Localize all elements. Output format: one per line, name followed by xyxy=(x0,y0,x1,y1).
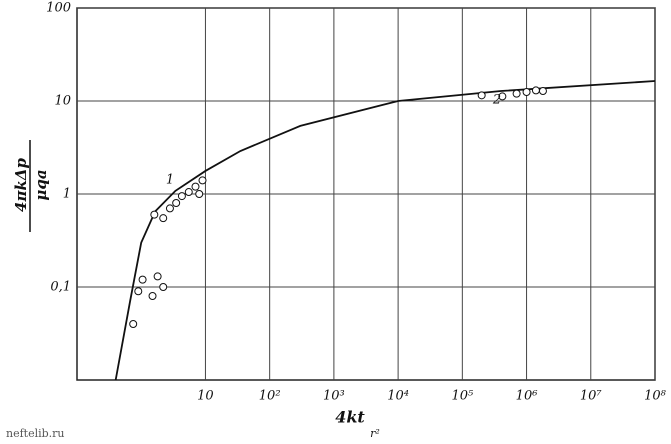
data-point xyxy=(531,86,540,95)
y-tick-label: 100 xyxy=(46,1,71,16)
x-label-denominator: r² xyxy=(370,427,380,440)
curve xyxy=(114,80,656,381)
x-tick-label: 10³ xyxy=(323,389,345,404)
data-point xyxy=(198,176,207,185)
data-point xyxy=(159,283,168,291)
data-point xyxy=(477,91,486,100)
y-tick-label: 0,1 xyxy=(50,280,71,295)
data-point xyxy=(150,210,159,219)
y-tick-label: 1 xyxy=(63,187,71,202)
watermark: neftelib.ru xyxy=(6,427,65,440)
x-tick-label: 10⁷ xyxy=(580,389,603,404)
data-point xyxy=(538,87,547,96)
data-point xyxy=(153,272,162,281)
data-point xyxy=(134,287,143,296)
x-tick-label: 10² xyxy=(259,389,281,404)
data-point xyxy=(159,214,168,223)
x-tick-label: 10⁸ xyxy=(644,389,667,404)
data-point xyxy=(129,320,138,329)
data-point xyxy=(191,182,200,191)
annotation: 1 xyxy=(166,173,174,188)
y-label-denominator: μqa xyxy=(32,169,50,200)
data-point xyxy=(522,87,531,96)
data-point xyxy=(177,192,186,201)
data-point xyxy=(148,292,157,301)
x-tick-label: 10⁴ xyxy=(387,389,409,404)
data-point xyxy=(165,204,174,213)
x-tick-label: 10⁶ xyxy=(516,389,538,404)
data-point xyxy=(498,92,507,101)
data-point xyxy=(195,190,204,198)
x-tick-label: 10⁵ xyxy=(451,389,474,404)
data-point xyxy=(138,275,147,284)
data-point xyxy=(172,199,181,208)
x-label: 4kt xyxy=(335,408,365,427)
y-tick-label: 10 xyxy=(54,94,71,109)
y-label: 4πkΔp xyxy=(12,158,30,212)
x-tick-label: 10 xyxy=(197,389,214,404)
data-point xyxy=(184,188,193,197)
data-point xyxy=(512,89,521,98)
annotation: 2 xyxy=(492,93,501,108)
